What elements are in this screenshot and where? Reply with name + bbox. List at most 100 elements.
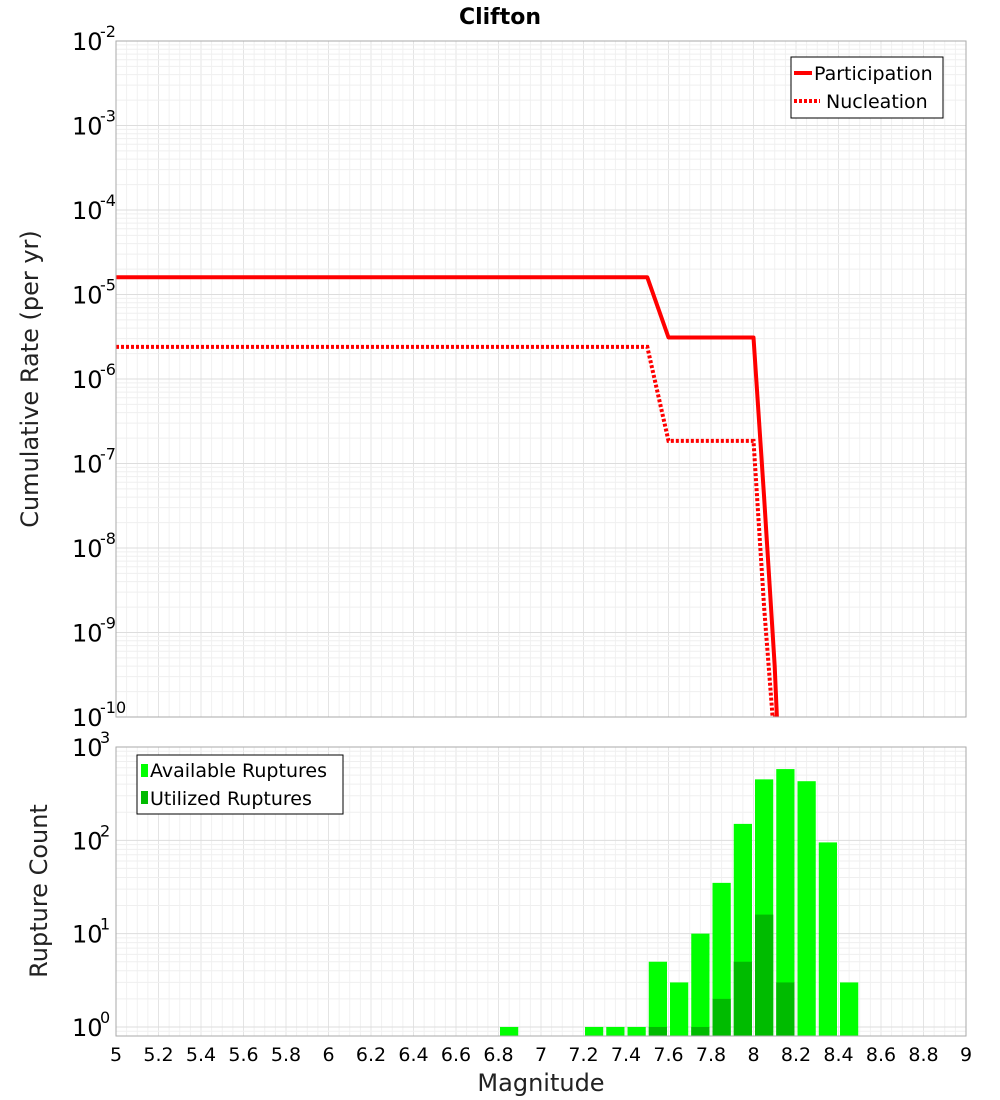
y-tick-base: 10 <box>72 704 103 732</box>
bottom-y-tick: 102 <box>72 821 110 855</box>
y-tick-exponent: -9 <box>100 614 116 633</box>
y-tick-base: 10 <box>72 535 103 563</box>
y-tick-base: 10 <box>72 734 103 762</box>
legend-available-swatch <box>141 764 148 777</box>
y-tick-base: 10 <box>72 620 103 648</box>
y-tick-exponent: -7 <box>100 445 116 464</box>
utilized-rupture-bar <box>755 914 774 1036</box>
x-tick-label: 7.4 <box>611 1044 641 1066</box>
y-tick-base: 10 <box>72 921 103 949</box>
x-tick-label: 9 <box>960 1044 972 1066</box>
available-rupture-bar <box>606 1026 625 1036</box>
x-tick-label: 5.2 <box>143 1044 173 1066</box>
available-rupture-bar <box>818 842 837 1036</box>
legend-utilized-label: Utilized Ruptures <box>150 788 312 810</box>
x-tick-label: 6.6 <box>441 1044 471 1066</box>
y-tick-exponent: 0 <box>100 1008 110 1027</box>
y-tick-exponent: 3 <box>100 728 110 747</box>
available-rupture-bar <box>840 982 859 1036</box>
y-tick-base: 10 <box>72 827 103 855</box>
y-tick-exponent: -10 <box>100 698 126 717</box>
y-tick-base: 10 <box>72 451 103 479</box>
y-tick-exponent: 1 <box>100 915 110 934</box>
top-y-tick: 10-2 <box>72 22 116 56</box>
legend-utilized-swatch <box>141 791 148 804</box>
x-tick-label: 7.8 <box>696 1044 726 1066</box>
top-y-tick: 10-10 <box>72 698 126 732</box>
y-tick-base: 10 <box>72 28 103 56</box>
x-tick-label: 7.6 <box>653 1044 683 1066</box>
utilized-rupture-bar <box>776 982 795 1036</box>
available-rupture-bar <box>500 1026 519 1036</box>
bottom-legend-box <box>136 754 344 815</box>
x-tick-label: 5.4 <box>186 1044 216 1066</box>
y-tick-exponent: -4 <box>100 191 116 210</box>
legend-participation-label: Participation <box>814 63 933 85</box>
top-legend-box <box>790 56 944 119</box>
chart-title: Clifton <box>459 5 541 30</box>
bottom-y-tick: 101 <box>72 915 110 949</box>
x-tick-label: 5.8 <box>271 1044 301 1066</box>
available-rupture-bar <box>691 933 710 1036</box>
legend-available-label: Available Ruptures <box>150 760 327 782</box>
y-tick-base: 10 <box>72 282 103 310</box>
top-y-tick: 10-3 <box>72 107 116 141</box>
top-plot-border <box>115 40 967 718</box>
x-tick-label: 6.8 <box>483 1044 513 1066</box>
top-y-tick: 10-9 <box>72 614 116 648</box>
utilized-ruptures-bars <box>648 914 795 1036</box>
x-tick-label: 8.2 <box>781 1044 811 1066</box>
bottom-y-tick: 103 <box>72 728 110 762</box>
top-legend: Participation Nucleation <box>790 56 944 119</box>
available-rupture-bar <box>776 769 795 1036</box>
top-plot-series <box>116 275 779 717</box>
utilized-rupture-bar <box>648 1026 667 1036</box>
bottom-legend: Available Ruptures Utilized Ruptures <box>136 754 344 815</box>
available-rupture-bar <box>712 882 731 1036</box>
y-tick-base: 10 <box>72 113 103 141</box>
x-tick-label: 6.2 <box>356 1044 386 1066</box>
top-y-tick: 10-8 <box>72 529 116 563</box>
top-y-tick: 10-5 <box>72 276 116 310</box>
utilized-rupture-bar <box>712 998 731 1036</box>
top-plot-grid <box>115 41 967 718</box>
available-rupture-bar <box>670 982 689 1036</box>
y-tick-exponent: -2 <box>100 22 116 41</box>
y-tick-exponent: -3 <box>100 107 116 126</box>
x-tick-label: 5 <box>110 1044 122 1066</box>
y-tick-exponent: -5 <box>100 276 116 295</box>
y-tick-exponent: 2 <box>100 821 110 840</box>
x-tick-label: 8.6 <box>866 1044 896 1066</box>
x-tick-labels: 5 5.2 5.4 5.6 5.8 6 6.2 6.4 6.6 6.8 7 7.2 7.4 7.6 7.8 8… <box>110 1044 972 1066</box>
y-tick-base: 10 <box>72 366 103 394</box>
utilized-rupture-bar <box>691 1026 710 1036</box>
y-tick-exponent: -8 <box>100 529 116 548</box>
x-tick-label: 8.4 <box>823 1044 853 1066</box>
y-tick-exponent: -6 <box>100 360 116 379</box>
x-tick-label: 7 <box>535 1044 547 1066</box>
bottom-y-axis-label: Rupture Count <box>25 804 53 978</box>
x-tick-label: 5.6 <box>228 1044 258 1066</box>
top-y-tick: 10-4 <box>72 191 116 225</box>
bottom-plot-border <box>115 746 967 1037</box>
y-tick-base: 10 <box>72 197 103 225</box>
legend-nucleation-label: Nucleation <box>826 91 928 113</box>
nucleation-line <box>116 344 775 717</box>
x-tick-label: 6.4 <box>398 1044 428 1066</box>
top-y-tick: 10-7 <box>72 445 116 479</box>
top-y-tick: 10-6 <box>72 360 116 394</box>
x-tick-label: 7.2 <box>568 1044 598 1066</box>
available-rupture-bar <box>648 961 667 1036</box>
available-rupture-bar <box>797 781 816 1036</box>
y-tick-base: 10 <box>72 1014 103 1042</box>
available-rupture-bar <box>627 1026 646 1036</box>
x-axis-label: Magnitude <box>477 1069 604 1097</box>
participation-line <box>116 275 779 717</box>
bottom-y-tick: 100 <box>72 1008 110 1042</box>
x-tick-label: 8 <box>747 1044 759 1066</box>
top-y-axis-label: Cumulative Rate (per yr) <box>16 230 44 528</box>
top-y-tick-labels: 10-210-310-410-510-610-710-810-910-10 <box>72 22 126 732</box>
x-tick-label: 6 <box>322 1044 334 1066</box>
